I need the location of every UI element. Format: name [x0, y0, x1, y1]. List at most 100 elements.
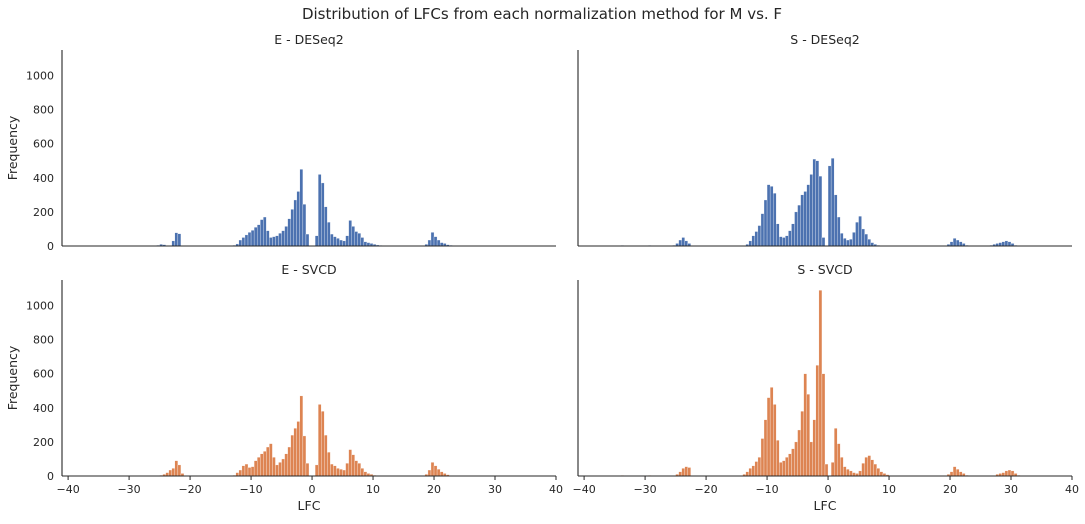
histogram-bar [266, 446, 270, 477]
histogram-bar [290, 434, 294, 477]
histogram-bar [834, 428, 838, 477]
histogram-bar [439, 471, 444, 477]
panel-4: S - SVCD −40 −30 −20 −10 0 10 20 30 40 LFC [572, 262, 1079, 513]
histogram-bar [843, 238, 847, 247]
histogram-bar [241, 237, 246, 247]
histogram-bar [299, 395, 304, 477]
histogram-bar [302, 435, 307, 477]
histogram-bar [834, 194, 838, 247]
histogram-bar [821, 237, 826, 247]
histogram-bar [357, 463, 361, 477]
histogram-bar [324, 206, 328, 247]
histogram-bar [773, 404, 777, 477]
y-tick-label: 200 [33, 436, 54, 449]
histogram-bar [800, 411, 804, 477]
histogram-bar [846, 239, 850, 247]
x-axis-label: LFC [814, 498, 837, 513]
histogram-bar [852, 232, 856, 247]
histogram-bar [427, 239, 432, 247]
histogram-bar [171, 240, 175, 247]
histogram-bar [763, 199, 768, 247]
histogram-bar [952, 238, 957, 247]
histogram-bar [684, 240, 688, 247]
histogram-bar [1001, 241, 1006, 247]
panel-title: S - SVCD [797, 262, 852, 277]
histogram-bar [681, 237, 685, 247]
x-tick-label: 30 [488, 483, 502, 496]
histogram-bar [287, 218, 291, 247]
histogram-bar [177, 233, 182, 247]
histogram-bar [345, 235, 349, 247]
histogram-bar [238, 239, 243, 247]
histogram-bar [281, 230, 285, 247]
histogram-bar [815, 365, 820, 477]
histogram-bar [806, 394, 810, 477]
x-tick-label: −10 [239, 483, 262, 496]
histogram-bar [760, 213, 765, 247]
histogram-bar [357, 233, 361, 247]
histogram-bar [427, 469, 432, 477]
histogram-bar [751, 235, 756, 247]
histogram-bar [812, 158, 816, 247]
histogram-bar [788, 230, 792, 247]
histogram-bar [861, 463, 865, 477]
histogram-bar [812, 419, 816, 477]
histogram-bar [321, 411, 325, 477]
y-tick-label: 1000 [26, 70, 54, 83]
x-tick-label: 20 [943, 483, 957, 496]
histogram-bar [433, 465, 438, 477]
histogram-bar [876, 468, 881, 477]
x-tick-label: 0 [309, 483, 316, 496]
histogram-bar [275, 235, 279, 247]
histogram-bar [293, 428, 297, 477]
histogram-bar [263, 451, 267, 477]
histogram-bar [858, 470, 862, 477]
histogram-bar [849, 470, 853, 477]
histogram-bar [330, 463, 334, 477]
histogram-bar [436, 239, 441, 247]
y-tick-label: 800 [33, 334, 54, 347]
histogram-bar [317, 174, 322, 247]
x-tick-label: 40 [549, 483, 563, 496]
histogram-bar [238, 469, 243, 477]
x-tick-label: −40 [56, 483, 79, 496]
histogram-bar [949, 241, 954, 247]
histogram-bar [769, 186, 774, 247]
histogram-bar [168, 469, 172, 477]
histogram-bar [257, 224, 261, 247]
x-tick-label: 0 [825, 483, 832, 496]
histogram-bar [363, 241, 368, 247]
histogram-bar [174, 460, 179, 477]
histogram-bar [952, 466, 957, 477]
histogram-bar [174, 232, 179, 247]
histogram-bar [846, 469, 850, 477]
y-tick-label: 800 [33, 104, 54, 117]
histogram-bar [1007, 469, 1012, 477]
histogram-bar [287, 446, 291, 477]
x-tick-label: −40 [572, 483, 595, 496]
histogram-bar [351, 454, 355, 477]
x-tick-label: −20 [178, 483, 201, 496]
x-tick-label: 30 [1004, 483, 1018, 496]
histogram-bar [342, 240, 346, 247]
histogram-bar [330, 233, 334, 247]
histogram-bar [870, 459, 874, 477]
y-tick-label: 400 [33, 402, 54, 415]
panel-title: E - DESeq2 [274, 32, 343, 47]
histogram-bar [1007, 241, 1012, 247]
x-tick-label: −10 [755, 483, 778, 496]
panel-title: S - DESeq2 [790, 32, 859, 47]
histogram-bar [861, 228, 865, 247]
y-tick-label: 400 [33, 172, 54, 185]
histogram-bar [436, 469, 441, 477]
histogram-bar [260, 219, 264, 247]
histogram-bar [955, 469, 960, 477]
histogram-bar [751, 465, 756, 477]
histogram-bar [263, 216, 267, 247]
histogram-bar [806, 184, 810, 247]
histogram-bar [840, 457, 844, 477]
y-tick-label: 200 [33, 206, 54, 219]
histogram-bar [843, 466, 847, 477]
